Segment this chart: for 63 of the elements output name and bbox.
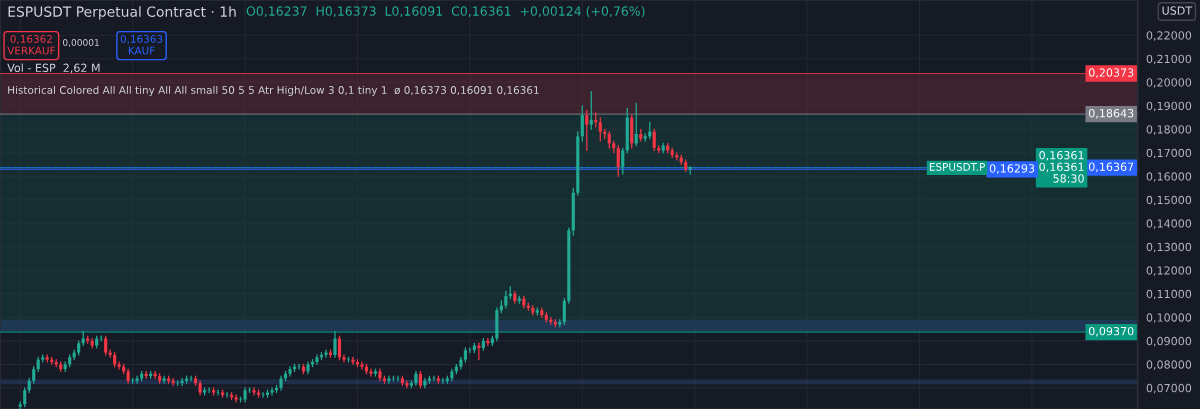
candlestick (234, 394, 238, 403)
candlestick (225, 391, 229, 398)
candlestick (405, 380, 409, 389)
candlestick (135, 375, 139, 384)
annotation: ESPUSDT.P (929, 162, 985, 171)
y-tick-label: 0,13000 (1146, 242, 1192, 253)
y-tick-label: 0,17000 (1146, 148, 1192, 159)
annotation: Historical Colored All All tiny All All small 50 5 5 Atr High/Low 3 0,1 tiny 1 ø 0,16373 0,16091 0,16361 (8, 85, 539, 96)
ref-line-label: 0,09370 (1088, 326, 1134, 337)
candlestick (315, 354, 319, 365)
candlestick (216, 389, 220, 396)
annotation: 0,16363 KAUF (120, 34, 163, 55)
candlestick (270, 387, 274, 396)
candlestick (585, 109, 589, 152)
y-tick-label: 0,07000 (1146, 383, 1192, 394)
candlestick (589, 91, 593, 130)
candlestick (23, 387, 27, 408)
text: USDT (1162, 6, 1193, 15)
y-tick-label: 0,22000 (1146, 31, 1192, 41)
ref-line-label: 0,18643 (1088, 108, 1134, 119)
y-tick-label: 0,21000 (1146, 54, 1192, 65)
ref-line-label: 0,16293 (989, 164, 1035, 174)
y-tick-label: 0,12000 (1146, 266, 1192, 276)
candlestick (616, 145, 620, 177)
y-tick-label: 0,15000 (1146, 195, 1192, 206)
y-tick-label: 0,10000 (1146, 313, 1192, 323)
y-tick-label: 0,08000 (1146, 360, 1192, 370)
ref-line-label: 0,20373 (1088, 68, 1134, 78)
candlestick (369, 368, 373, 377)
annotation: 0,00001 (63, 39, 99, 47)
candlestick (252, 387, 256, 396)
y-tick-label: 0,18000 (1146, 125, 1192, 135)
candlestick (342, 354, 346, 363)
candlestick (387, 375, 391, 384)
chart-title: ESPUSDT Perpetual Contract · 1h (8, 6, 236, 20)
y-tick-label: 0,20000 (1146, 78, 1192, 88)
y-tick-label: 0,16000 (1146, 172, 1192, 182)
candlestick (297, 363, 301, 370)
candlestick (441, 377, 445, 384)
candlestick (261, 391, 265, 398)
candlestick (580, 105, 584, 142)
candlestick (333, 330, 337, 358)
candlestick (634, 102, 638, 147)
annotation: Vol - ESP 2,62 M (7, 63, 100, 74)
y-tick-label: 0,11000 (1146, 289, 1192, 300)
ref-line-label: 0,16361 0,16361 58:30 (1039, 151, 1084, 183)
candlestick (351, 356, 355, 365)
candlestick (621, 147, 625, 175)
candlestick (288, 366, 292, 377)
y-tick-label: 0,09000 (1146, 336, 1192, 347)
candlestick (337, 335, 342, 361)
y-tick-label: 0,14000 (1146, 219, 1192, 229)
candlestick (652, 128, 656, 152)
annotation: O0,16237 H0,16373 L0,16091 C0,16361 +0,00124 (+0,76%) (246, 6, 645, 18)
candlestick (162, 375, 166, 384)
y-tick-label: 0,19000 (1146, 101, 1192, 112)
candlestick (324, 349, 328, 358)
candlestick (104, 335, 108, 356)
candlestick (562, 297, 566, 326)
candlestick (598, 116, 602, 142)
annotation: 0,16362 VERKAUF (7, 34, 55, 55)
candlestick (360, 361, 364, 370)
ref-line-label: 0,16367 (1088, 162, 1134, 173)
